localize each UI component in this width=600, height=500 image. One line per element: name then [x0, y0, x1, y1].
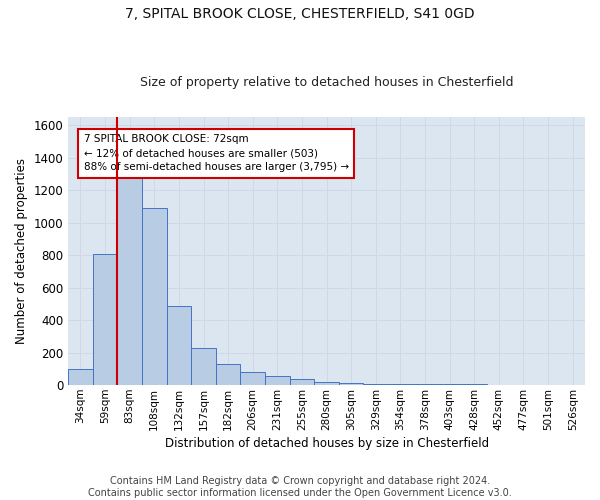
Bar [290, 378, 314, 385]
Y-axis label: Number of detached properties: Number of detached properties [15, 158, 28, 344]
Bar [241, 372, 265, 385]
Text: 7 SPITAL BROOK CLOSE: 72sqm
← 12% of detached houses are smaller (503)
88% of se: 7 SPITAL BROOK CLOSE: 72sqm ← 12% of det… [83, 134, 349, 172]
Bar [339, 382, 364, 385]
X-axis label: Distribution of detached houses by size in Chesterfield: Distribution of detached houses by size … [164, 437, 488, 450]
Title: Size of property relative to detached houses in Chesterfield: Size of property relative to detached ho… [140, 76, 514, 90]
Bar [388, 384, 413, 385]
Bar [265, 376, 290, 385]
Bar [68, 369, 93, 385]
Bar [118, 172, 142, 385]
Bar [413, 384, 437, 385]
Text: 7, SPITAL BROOK CLOSE, CHESTERFIELD, S41 0GD: 7, SPITAL BROOK CLOSE, CHESTERFIELD, S41… [125, 8, 475, 22]
Bar [216, 364, 241, 385]
Bar [142, 208, 167, 385]
Bar [462, 384, 487, 385]
Bar [93, 254, 118, 385]
Bar [364, 384, 388, 385]
Bar [437, 384, 462, 385]
Text: Contains HM Land Registry data © Crown copyright and database right 2024.
Contai: Contains HM Land Registry data © Crown c… [88, 476, 512, 498]
Bar [314, 382, 339, 385]
Bar [167, 306, 191, 385]
Bar [191, 348, 216, 385]
